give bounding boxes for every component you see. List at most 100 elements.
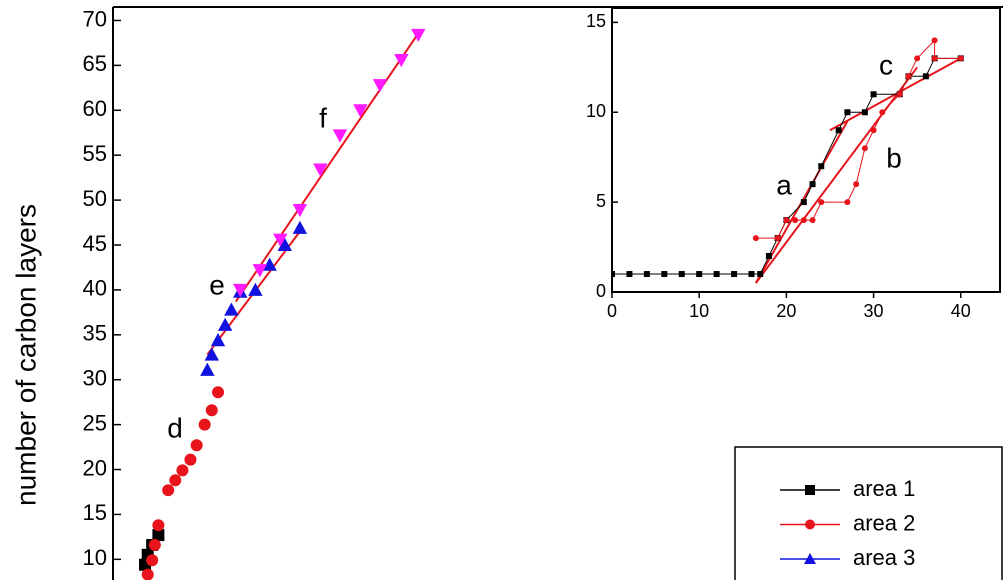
marker: [696, 271, 703, 278]
marker: [162, 484, 175, 497]
marker: [204, 347, 219, 361]
y-tick-label: 20: [83, 455, 107, 480]
legend: area 1 area 2 area 3: [734, 446, 1003, 580]
marker: [805, 485, 815, 495]
y-tick-label: 50: [83, 186, 107, 211]
marker: [176, 464, 189, 477]
marker: [870, 91, 877, 98]
marker: [198, 418, 211, 431]
marker: [217, 317, 233, 331]
annotation: e: [209, 269, 225, 300]
marker: [853, 181, 860, 188]
y-tick-label: 35: [83, 321, 107, 346]
marker: [844, 199, 851, 206]
marker: [152, 519, 165, 532]
marker: [146, 554, 159, 567]
marker: [713, 271, 720, 278]
marker: [313, 163, 328, 177]
marker: [169, 474, 182, 487]
annotation: f: [319, 102, 327, 133]
fit-line: [755, 66, 918, 284]
marker: [292, 220, 308, 234]
marker: [212, 386, 225, 399]
marker: [643, 271, 650, 278]
marker: [765, 253, 772, 260]
y-tick-label: 70: [83, 6, 107, 31]
marker: [800, 217, 807, 224]
marker: [931, 55, 938, 62]
annotation: b: [886, 142, 902, 173]
inset-frame: [611, 7, 1001, 293]
marker: [332, 129, 348, 143]
marker: [731, 271, 738, 278]
x-tick-label: 40: [951, 301, 971, 321]
marker: [783, 217, 790, 224]
marker: [233, 283, 248, 298]
marker: [200, 362, 215, 376]
marker: [957, 55, 964, 62]
marker: [896, 91, 903, 98]
annotation: a: [776, 169, 792, 200]
marker: [152, 529, 165, 542]
marker: [905, 73, 912, 80]
y-tick-label: 10: [586, 101, 606, 121]
plot-area: [612, 37, 964, 284]
marker: [792, 217, 799, 224]
y-tick-label: 40: [83, 276, 107, 301]
marker: [870, 127, 877, 134]
marker: [835, 127, 842, 134]
marker: [818, 163, 825, 170]
marker: [922, 73, 929, 80]
y-tick-label: 0: [596, 281, 606, 301]
marker: [353, 104, 368, 118]
y-tick-label: 15: [83, 500, 107, 525]
x-tick-label: 30: [864, 301, 884, 321]
legend-label: area 1: [853, 476, 915, 501]
marker: [861, 109, 868, 116]
legend-label: area 2: [853, 510, 915, 535]
marker: [757, 271, 764, 278]
annotation: c: [879, 49, 893, 80]
marker: [277, 237, 292, 252]
marker: [184, 453, 197, 466]
marker: [292, 203, 308, 218]
marker: [809, 217, 816, 224]
y-tick-label: 45: [83, 231, 107, 256]
marker: [252, 264, 268, 278]
marker: [224, 302, 239, 316]
marker: [661, 271, 668, 278]
marker: [818, 199, 825, 206]
marker: [879, 109, 886, 116]
y-tick-label: 5: [596, 191, 606, 211]
marker: [612, 271, 615, 278]
marker: [678, 271, 685, 278]
marker: [262, 257, 277, 271]
marker: [141, 568, 154, 580]
marker: [931, 37, 938, 44]
marker: [748, 271, 755, 278]
marker: [804, 553, 816, 564]
marker: [394, 53, 409, 68]
x-tick-label: 10: [689, 301, 709, 321]
marker: [844, 109, 851, 116]
marker: [805, 519, 815, 530]
y-tick-label: 10: [83, 545, 107, 570]
marker: [273, 233, 288, 247]
inset-plot: 0 5 10 15 0 10 20 30 40: [586, 7, 1001, 321]
marker: [914, 55, 921, 62]
marker: [809, 181, 816, 188]
marker: [372, 79, 388, 93]
marker: [205, 404, 218, 417]
x-tick-label: 0: [607, 301, 617, 321]
marker: [210, 333, 226, 347]
y-axis-label: number of carbon layers: [10, 204, 41, 506]
x-tick-label: 20: [776, 301, 796, 321]
y-tick-label: 55: [83, 141, 107, 166]
y-tick-label: 30: [83, 366, 107, 391]
marker: [774, 235, 781, 242]
marker: [190, 439, 203, 452]
annotation: d: [167, 412, 183, 443]
y-tick-label: 15: [586, 11, 606, 31]
